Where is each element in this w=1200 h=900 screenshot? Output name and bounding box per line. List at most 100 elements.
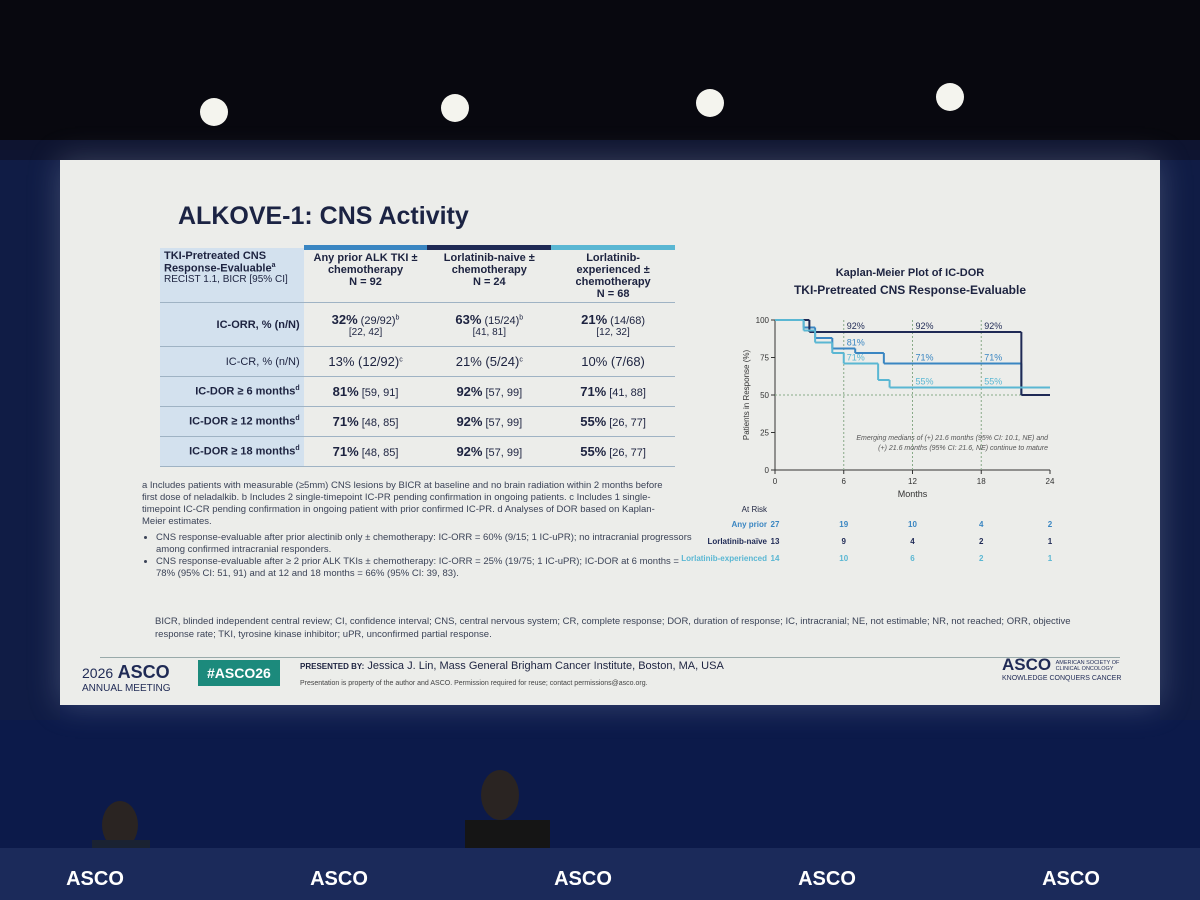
y-tick-label: 25 — [760, 429, 769, 438]
cell: 92% [57, 99] — [427, 436, 552, 467]
cell: 21% (14/68) [12, 32] — [551, 302, 675, 347]
presenter-line: PRESENTED BY: Jessica J. Lin, Mass Gener… — [300, 660, 724, 672]
row-label-text: IC-ORR, % (n/N) — [216, 318, 300, 331]
bullets: CNS response-evaluable after prior alect… — [142, 532, 696, 580]
row-label-text: IC-DOR ≥ 6 months — [195, 385, 296, 398]
cell-rest: [57, 99] — [485, 447, 523, 459]
results-table: TKI-Pretreated CNS Response-Evaluablea RE… — [160, 245, 675, 467]
x-tick-label: 0 — [773, 477, 778, 486]
cell: 63% (15/24)b [41, 81] — [427, 302, 552, 347]
column-n: N = 92 — [349, 276, 382, 288]
at-risk-name: Any prior — [731, 520, 767, 529]
cell-main: 92% — [456, 444, 483, 459]
km-label: 71% — [984, 353, 1002, 363]
presented-by: PRESENTED BY: — [300, 662, 365, 671]
meeting-brand: ASCO — [117, 662, 170, 682]
corner-sub: RECIST 1.1, BICR [95% CI] — [164, 274, 288, 286]
at-risk-count: 10 — [839, 554, 848, 563]
cell-main: 55% — [580, 414, 607, 429]
at-risk-count: 14 — [771, 554, 780, 563]
column-n: N = 68 — [596, 288, 630, 300]
y-tick-label: 0 — [765, 466, 770, 475]
row-label: IC-ORR, % (n/N) — [160, 302, 304, 347]
cell-rest: [48, 85] — [361, 417, 399, 429]
cell: 55% [26, 77] — [551, 436, 675, 467]
km-label: 71% — [847, 353, 865, 363]
column-label: Any prior ALK TKI ± chemotherapy — [313, 252, 418, 276]
chart-subtitle: TKI-Pretreated CNS Response-Evaluable — [794, 283, 1026, 297]
at-risk-count: 27 — [771, 520, 780, 529]
km-label: 81% — [847, 338, 865, 348]
cell-main: 92% — [456, 414, 483, 429]
slide-title: ALKOVE-1: CNS Activity — [178, 202, 469, 230]
x-axis-label: Months — [898, 489, 928, 499]
desk-logos: ASCO ASCO ASCO ASCO ASCO — [66, 868, 1100, 890]
cell-main: 71% — [332, 444, 359, 459]
slide: ALKOVE-1: CNS Activity TKI-Pretreated CN… — [60, 160, 1160, 705]
cell-ci: [22, 42] — [348, 326, 383, 338]
km-label: 92% — [916, 321, 934, 331]
corner-cell: TKI-Pretreated CNS Response-Evaluablea RE… — [160, 247, 304, 303]
desk-logo: ASCO — [1042, 868, 1100, 890]
x-tick-label: 24 — [1046, 477, 1055, 486]
cell: 55% [26, 77] — [551, 406, 675, 437]
row-sup: d — [295, 385, 300, 393]
cell-rest: [57, 99] — [485, 387, 523, 399]
abbreviations: BICR, blinded independent central review… — [155, 616, 1071, 640]
cell-ci: [41, 81] — [472, 326, 506, 338]
cell: 13% (12/92)c — [303, 346, 428, 377]
cell: 10% (7/68) — [551, 346, 675, 377]
cell-main: 10% (7/68) — [581, 354, 645, 369]
cell-main: 13% (12/92) — [328, 354, 400, 369]
at-risk-count: 10 — [908, 520, 917, 529]
cell: 32% (29/92)b [22, 42] — [303, 302, 428, 347]
cell-rest: [59, 91] — [361, 387, 399, 399]
desk-logo: ASCO — [66, 868, 124, 890]
y-tick-label: 50 — [760, 391, 769, 400]
cell-rest: [41, 88] — [609, 387, 646, 399]
column-n: N = 24 — [472, 276, 506, 288]
at-risk-count: 4 — [979, 520, 984, 529]
tagline: KNOWLEDGE CONQUERS CANCER — [1002, 675, 1122, 682]
row-label: IC-DOR ≥ 6 monthsd — [160, 376, 304, 407]
cell-rest: (29/92) — [360, 314, 396, 327]
meeting-sub: ANNUAL MEETING — [82, 683, 171, 694]
cell-rest: [26, 77] — [609, 447, 646, 459]
logo-sub: AMERICAN SOCIETY OF CLINICAL ONCOLOGY — [1055, 659, 1120, 672]
at-risk-count: 19 — [839, 520, 848, 529]
presenter: Jessica J. Lin, Mass General Brigham Can… — [367, 660, 724, 672]
row-label-text: IC-CR, % (n/N) — [225, 355, 300, 368]
corner-sup: a — [271, 261, 276, 269]
row-label-text: IC-DOR ≥ 12 months — [189, 415, 296, 428]
at-risk-count: 2 — [979, 554, 984, 563]
meeting-year: 2026 — [82, 665, 114, 681]
header-row: TKI-Pretreated CNS Response-Evaluablea RE… — [160, 245, 675, 303]
cell-main: 63% — [455, 311, 482, 327]
table-row: IC-CR, % (n/N) 13% (12/92)c 21% (5/24)c 10%… — [160, 346, 675, 377]
row-sup: d — [295, 415, 300, 423]
row-label: IC-CR, % (n/N) — [160, 346, 304, 377]
cell: 71% [48, 85] — [303, 406, 428, 437]
at-risk-count: 1 — [1048, 537, 1053, 546]
column-header: Any prior ALK TKI ± chemotherapy N = 92 — [303, 245, 428, 303]
at-risk-count: 13 — [771, 537, 780, 546]
cell-sup: b — [519, 313, 524, 321]
cell-rest: (15/24) — [484, 314, 520, 327]
cell: 71% [48, 85] — [303, 436, 428, 467]
desk-logo: ASCO — [798, 868, 856, 890]
column-label: Lorlatinib-naive ± chemotherapy — [443, 252, 535, 276]
km-label: 92% — [984, 321, 1002, 331]
cell-rest: (14/68) — [610, 314, 646, 327]
table-row: IC-DOR ≥ 6 monthsd 81% [59, 91] 92% [57, 99]… — [160, 376, 675, 407]
rights: Presentation is property of the author a… — [300, 680, 648, 687]
cell-sup: c — [399, 356, 403, 364]
table-row: IC-ORR, % (n/N) 32% (29/92)b [22, 42] 63% (15… — [160, 302, 675, 347]
cell-rest: [57, 99] — [485, 417, 523, 429]
cell: 71% [41, 88] — [551, 376, 675, 407]
hashtag: #ASCO26 — [198, 660, 280, 686]
at-risk-count: 2 — [1048, 520, 1053, 529]
x-tick-label: 6 — [842, 477, 847, 486]
asco-logo: ASCO AMERICAN SOCIETY OF CLINICAL ONCOLO… — [1002, 655, 1126, 682]
